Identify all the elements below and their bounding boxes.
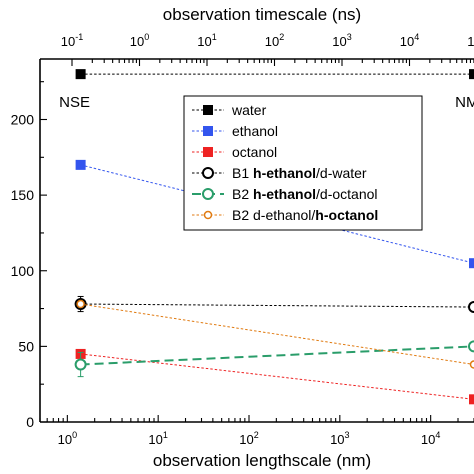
legend-label-part: h-ethanol	[253, 165, 316, 181]
legend-item: water	[192, 102, 267, 118]
top-tick-label-exp: 4	[414, 32, 419, 42]
data-point	[74, 358, 87, 371]
y-tick-label: 100	[11, 263, 35, 279]
axes-layer: 10010110210310410-1100101102103104105106…	[11, 32, 474, 447]
x-tick-label: 102	[239, 430, 258, 447]
top-tick-label-base: 10	[400, 34, 414, 49]
legend-label-part: B2	[232, 186, 253, 202]
series-line	[80, 303, 474, 366]
series-2	[75, 348, 474, 405]
data-point	[76, 299, 85, 309]
series-line	[80, 303, 474, 308]
data-point	[469, 360, 474, 369]
top-tick-label-exp: -1	[75, 32, 83, 42]
top-tick-label-exp: 2	[279, 32, 284, 42]
top-tick-label-exp: 0	[144, 32, 149, 42]
legend-label-part: h-octanol	[315, 207, 378, 223]
x-tick-label-exp: 1	[163, 430, 168, 440]
legend-label-part: B2 d-ethanol/	[232, 207, 315, 223]
top-tick-label-exp: 1	[212, 32, 217, 42]
legend-label: B1 h-ethanol/d-water	[232, 165, 367, 181]
y-tick-label: 150	[11, 187, 35, 203]
legend-marker	[203, 105, 213, 115]
top-tick-label: 104	[400, 32, 419, 49]
legend-marker	[203, 210, 213, 220]
x-tick-label: 100	[58, 430, 77, 447]
x-tick-label: 101	[148, 430, 167, 447]
series-layer	[74, 69, 474, 405]
series-line	[80, 353, 474, 400]
x-axis-title: observation lengthscale (nm)	[153, 451, 371, 470]
legend-label: water	[231, 102, 267, 118]
legend-marker	[203, 147, 213, 157]
legend-marker	[202, 188, 214, 200]
legend-marker	[202, 167, 214, 179]
legend-label-part: /d-octanol	[316, 186, 377, 202]
legend-label: B2 d-ethanol/h-octanol	[232, 207, 378, 223]
y-tick-label: 0	[26, 414, 34, 430]
legend-label-part: B1	[232, 165, 253, 181]
legend-label: octanol	[232, 144, 277, 160]
legend-item: ethanol	[192, 123, 278, 139]
top-tick-label: 101	[197, 32, 216, 49]
x-tick-label-base: 10	[58, 432, 72, 447]
top-tick-label-base: 10	[197, 34, 211, 49]
top-tick-label: 102	[265, 32, 284, 49]
x-tick-label-exp: 4	[435, 430, 440, 440]
x-tick-label-exp: 3	[345, 430, 350, 440]
top-tick-label-base: 10	[467, 34, 474, 49]
legend-label: B2 h-ethanol/d-octanol	[232, 186, 378, 202]
legend-label-part: /d-water	[316, 165, 367, 181]
y-tick-label: 50	[18, 338, 34, 354]
series-3	[74, 295, 474, 314]
annotation-label: NM	[455, 94, 474, 111]
x-tick-label-base: 10	[330, 432, 344, 447]
x-tick-label-base: 10	[148, 432, 162, 447]
legend-item: octanol	[192, 144, 277, 160]
data-point	[469, 394, 474, 405]
top-tick-label: 103	[332, 32, 351, 49]
top-tick-label-base: 10	[61, 34, 75, 49]
top-tick-label: 100	[130, 32, 149, 49]
x-tick-label: 103	[330, 430, 349, 447]
top-tick-label-exp: 3	[347, 32, 352, 42]
series-4	[74, 340, 474, 378]
x-tick-label: 104	[421, 430, 440, 447]
legend-item: B2 h-ethanol/d-octanol	[192, 186, 378, 202]
series-0	[75, 69, 474, 80]
top-axis-title: observation timescale (ns)	[163, 5, 361, 24]
top-tick-label: 10-1	[61, 32, 83, 49]
series-5	[76, 299, 474, 369]
annotation-label: NSE	[59, 94, 90, 111]
top-tick-label: 105	[467, 32, 474, 49]
data-point	[469, 258, 474, 269]
legend-marker	[203, 126, 213, 136]
x-tick-label-exp: 2	[254, 430, 259, 440]
legend-box	[183, 95, 423, 231]
legend-label-part: h-ethanol	[253, 186, 316, 202]
top-tick-label-base: 10	[332, 34, 346, 49]
x-tick-label-exp: 0	[72, 430, 77, 440]
data-point	[75, 69, 86, 80]
x-tick-label-base: 10	[421, 432, 435, 447]
data-point	[468, 301, 474, 314]
legend-label: ethanol	[232, 123, 278, 139]
legend-item: B1 h-ethanol/d-water	[192, 165, 367, 181]
legend-item: B2 d-ethanol/h-octanol	[192, 207, 378, 223]
top-tick-label-base: 10	[265, 34, 279, 49]
data-point	[468, 340, 474, 353]
top-tick-label-base: 10	[130, 34, 144, 49]
data-point	[469, 69, 474, 80]
y-tick-label: 200	[11, 112, 35, 128]
x-tick-label-base: 10	[239, 432, 253, 447]
series-line	[80, 345, 474, 366]
data-point	[75, 159, 86, 170]
